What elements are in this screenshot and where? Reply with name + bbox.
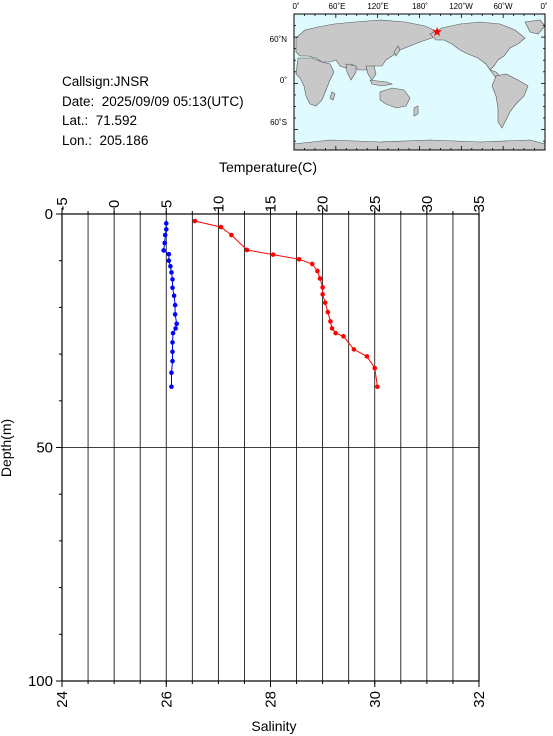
- series-1-point: [166, 251, 172, 257]
- series-0-point: [322, 300, 328, 306]
- temperature-axis-label: Temperature(C): [219, 159, 317, 175]
- series-1-point: [170, 285, 175, 291]
- depth-tick-label: 0: [45, 206, 53, 223]
- series-0-point: [192, 218, 198, 224]
- series-0-point: [325, 309, 331, 315]
- temperature-tick-label: 0: [106, 200, 123, 208]
- series-0-point: [351, 347, 357, 352]
- station-marker-icon: [432, 26, 442, 36]
- temperature-tick-label: 25: [367, 196, 384, 213]
- series-0-point: [375, 384, 380, 390]
- map-tick-label-top-4: 120˚W: [449, 2, 473, 11]
- series-0-point: [364, 354, 370, 359]
- series-1-point: [166, 258, 172, 264]
- series-1-point: [172, 302, 178, 308]
- salinity-tick-label: 32: [471, 691, 488, 708]
- series-1-point: [170, 277, 175, 282]
- series-1-point: [163, 227, 169, 232]
- temperature-tick-label: 5: [158, 200, 175, 208]
- temperature-tick-label: 10: [210, 196, 227, 213]
- series-0-point: [218, 224, 224, 230]
- map-tick-label-top-2: 120˚E: [367, 2, 388, 11]
- salinity-tick-label: 30: [367, 691, 384, 708]
- series-1-point: [169, 270, 174, 275]
- map-land: [293, 19, 546, 151]
- series-0-point: [317, 276, 323, 281]
- date-text: Date: 2025/09/09 05:13(UTC): [62, 93, 244, 109]
- series-0-point: [315, 268, 320, 274]
- station-info: Callsign:JNSR Date: 2025/09/09 05:13(UTC…: [62, 72, 244, 150]
- series-0-point: [229, 232, 234, 238]
- series-1-point: [163, 221, 169, 226]
- temperature-tick-label: 15: [263, 196, 280, 213]
- temperature-tick-label: 30: [419, 196, 436, 213]
- temperature-tick-label: 20: [315, 196, 332, 213]
- salinity-tick-label: 24: [54, 691, 71, 708]
- map-tick-label-left-0: 60˚N: [270, 35, 288, 44]
- map-ticks: [293, 14, 546, 150]
- series-0-point: [296, 256, 302, 262]
- series-1-point: [173, 326, 178, 331]
- series-1-point: [168, 264, 173, 269]
- series-1-point: [170, 340, 175, 345]
- callsign-text: Callsign:JNSR: [62, 74, 150, 89]
- series-1-point: [161, 248, 166, 253]
- series-1-point: [171, 293, 177, 299]
- temperature-tick-label: 35: [471, 196, 488, 213]
- series-1-line: [163, 223, 178, 387]
- temperature-tick-label: -5: [54, 197, 71, 210]
- map-tick-label-top-3: 180˚: [412, 2, 428, 11]
- series-1-point: [172, 312, 178, 317]
- map-tick-label-top-1: 60˚E: [329, 2, 346, 11]
- series-1-point: [162, 232, 168, 238]
- map-tick-label-top-0: 0˚: [292, 2, 299, 11]
- map-tick-label-top-6: 0˚: [540, 2, 547, 11]
- salinity-tick-label: 26: [158, 691, 175, 708]
- latitude-text: Lat.: 71.592: [62, 113, 138, 128]
- series-0-point: [341, 334, 346, 339]
- series-1-point: [170, 358, 175, 364]
- series-0-point: [328, 319, 333, 324]
- series-0-point: [244, 247, 250, 253]
- series-0-point: [372, 365, 378, 371]
- map-tick-label-left-2: 60˚S: [270, 118, 287, 127]
- chart-grid: [62, 214, 479, 681]
- series-1-point: [170, 349, 175, 355]
- series-1-point: [169, 384, 174, 390]
- series-0-point: [320, 292, 325, 297]
- series-0-point: [333, 330, 338, 336]
- depth-tick-label: 100: [28, 673, 53, 690]
- salinity-tick-label: 28: [263, 691, 280, 708]
- series-1-point: [170, 330, 176, 336]
- chart-series: [161, 218, 380, 390]
- longitude-text: Lon.: 205.186: [62, 132, 149, 148]
- series-1-point: [169, 370, 174, 376]
- series-1-point: [174, 321, 179, 327]
- depth-axis-label: Depth(m): [0, 419, 14, 477]
- salinity-axis-label: Salinity: [251, 718, 296, 734]
- series-0-point: [309, 261, 315, 267]
- map-tick-label-left-1: 0˚: [280, 76, 287, 85]
- series-1-point: [162, 240, 167, 246]
- series-0-point: [270, 252, 276, 257]
- depth-tick-label: 50: [36, 440, 53, 457]
- map-tick-label-top-5: 60˚W: [493, 2, 513, 11]
- series-0-point: [320, 285, 325, 290]
- series-0-point: [329, 326, 335, 331]
